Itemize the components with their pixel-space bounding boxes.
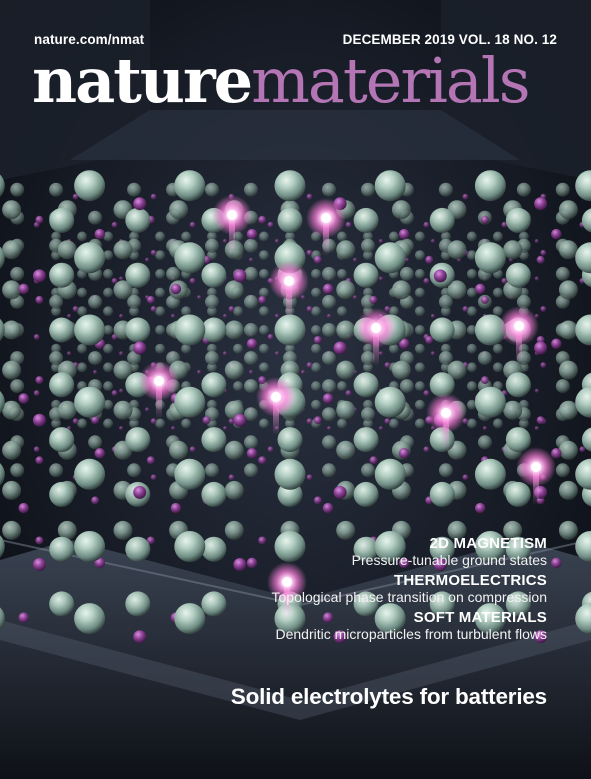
teaser-description: Pressure-tunable ground states <box>351 552 547 568</box>
masthead-logo: naturematerials <box>32 50 531 112</box>
masthead-materials: materials <box>251 44 530 117</box>
teaser-item: THERMOELECTRICS Topological phase transi… <box>272 572 548 605</box>
teaser-item: SOFT MATERIALS Dendritic microparticles … <box>272 609 547 642</box>
teaser-item: 2D MAGNETISM Pressure-tunable ground sta… <box>272 535 547 568</box>
teaser-category: 2D MAGNETISM <box>429 535 547 552</box>
issue-date-volume: DECEMBER 2019 VOL. 18 NO. 12 <box>342 32 557 47</box>
teaser-category: SOFT MATERIALS <box>413 609 547 626</box>
cover-headline: Solid electrolytes for batteries <box>230 684 547 709</box>
teaser-description: Topological phase transition on compress… <box>271 589 548 605</box>
website-url[interactable]: nature.com/nmat <box>34 32 145 47</box>
teaser-list: 2D MAGNETISM Pressure-tunable ground sta… <box>272 535 548 646</box>
teaser-category: THERMOELECTRICS <box>394 572 547 589</box>
teaser-description: Dendritic microparticles from turbulent … <box>275 626 547 642</box>
masthead-nature: nature <box>32 44 253 117</box>
